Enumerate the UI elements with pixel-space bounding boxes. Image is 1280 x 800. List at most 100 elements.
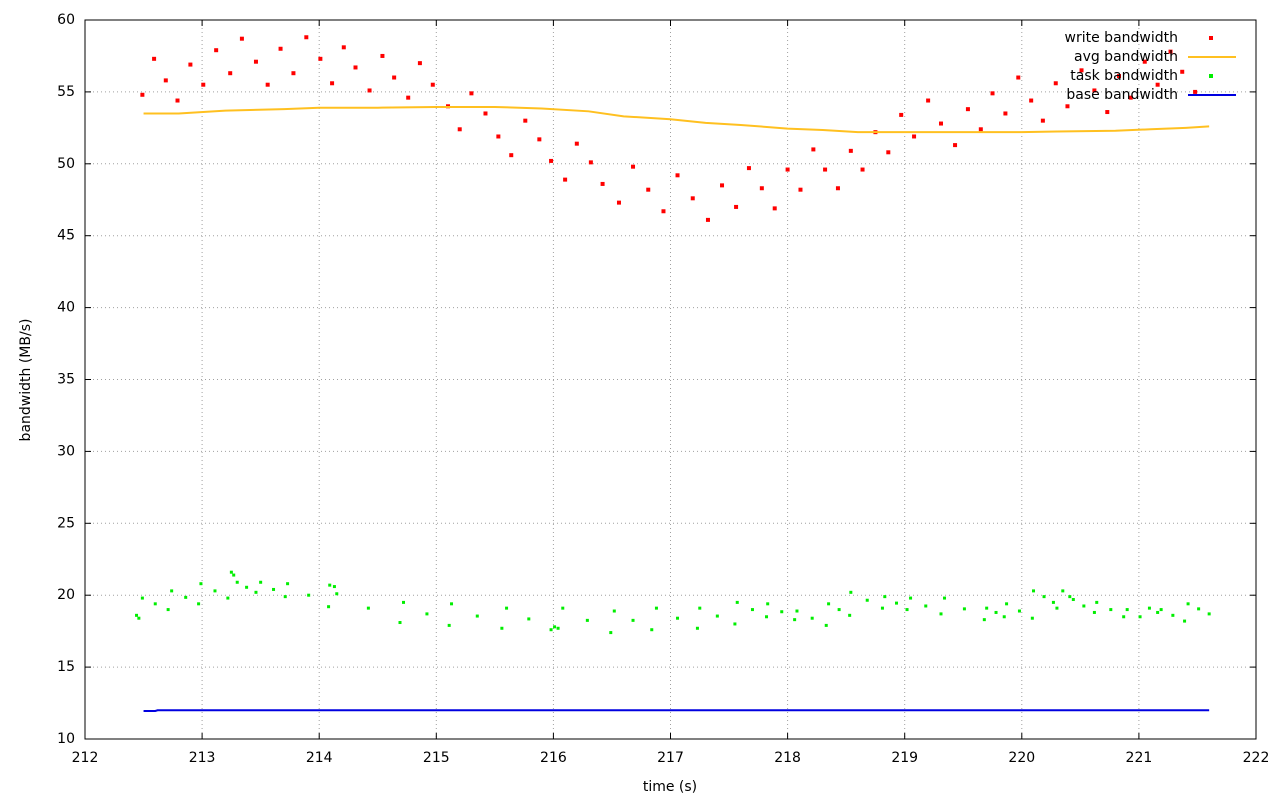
y-tick-label: 50 <box>57 156 75 172</box>
data-point <box>1092 88 1097 93</box>
data-point <box>616 200 621 205</box>
data-point <box>527 617 531 621</box>
data-point <box>553 625 557 629</box>
data-point <box>1159 608 1163 612</box>
data-point <box>733 622 737 626</box>
data-point <box>924 604 928 608</box>
data-point <box>650 628 654 632</box>
x-tick-label: 213 <box>189 750 216 766</box>
data-point <box>1016 75 1021 80</box>
data-point <box>715 614 719 618</box>
x-tick-label: 212 <box>72 750 99 766</box>
data-point <box>1156 610 1160 614</box>
data-point <box>1032 589 1036 593</box>
y-tick-label: 35 <box>57 372 75 388</box>
data-point <box>1079 68 1084 73</box>
data-point <box>197 602 201 606</box>
data-point <box>676 616 680 620</box>
y-tick-label: 20 <box>57 587 75 603</box>
data-point <box>1065 104 1070 109</box>
data-point <box>827 602 831 606</box>
data-point <box>880 606 884 610</box>
y-tick-label: 15 <box>57 659 75 675</box>
data-point <box>406 95 411 100</box>
data-point <box>265 82 270 87</box>
data-point <box>780 610 784 614</box>
data-line <box>143 106 1210 134</box>
data-point <box>1055 606 1059 610</box>
data-point <box>1071 598 1075 602</box>
data-point <box>291 71 296 76</box>
legend-label: base bandwidth <box>1066 87 1178 103</box>
data-point <box>1122 615 1126 619</box>
data-point <box>430 82 435 87</box>
data-point <box>549 158 554 163</box>
data-point <box>556 626 560 630</box>
data-point <box>286 582 290 586</box>
data-point <box>1017 609 1021 613</box>
data-point <box>750 608 754 612</box>
data-line <box>143 709 1210 712</box>
data-point <box>228 71 233 76</box>
x-tick-label: 217 <box>657 750 684 766</box>
data-point <box>245 585 249 589</box>
data-point <box>475 614 479 618</box>
data-point <box>447 623 451 627</box>
data-point <box>1128 95 1133 100</box>
data-point <box>886 150 891 155</box>
data-point <box>398 621 402 625</box>
data-point <box>1168 49 1173 54</box>
data-point <box>335 592 339 596</box>
data-point <box>899 112 904 117</box>
data-point <box>1030 616 1034 620</box>
data-point <box>135 613 139 617</box>
y-tick-label: 60 <box>57 12 75 28</box>
data-point <box>909 596 913 600</box>
data-point <box>523 118 528 123</box>
data-point <box>140 92 145 97</box>
data-point <box>734 204 739 209</box>
x-tick-label: 214 <box>306 750 333 766</box>
data-point <box>848 613 852 617</box>
data-point <box>417 61 422 66</box>
data-point <box>798 187 803 192</box>
data-point <box>1207 612 1211 616</box>
data-point <box>1138 615 1142 619</box>
data-point <box>1095 600 1099 604</box>
data-point <box>994 610 998 614</box>
data-point <box>1180 69 1185 74</box>
data-point <box>367 88 372 93</box>
data-point <box>720 183 725 188</box>
data-point <box>229 570 233 574</box>
data-point <box>235 580 239 584</box>
data-point <box>1029 98 1034 103</box>
data-point <box>985 606 989 610</box>
data-point <box>765 615 769 619</box>
data-point <box>561 606 565 610</box>
data-point <box>646 187 651 192</box>
data-point <box>1042 595 1046 599</box>
x-tick-label: 218 <box>774 750 801 766</box>
data-point <box>939 612 943 616</box>
x-tick-label: 216 <box>540 750 567 766</box>
data-point <box>184 595 188 599</box>
data-point <box>823 167 828 172</box>
data-point <box>1092 610 1096 614</box>
data-point <box>563 177 568 182</box>
data-point <box>1155 82 1160 87</box>
data-point <box>232 573 236 577</box>
data-point <box>1197 607 1201 611</box>
data-point <box>600 181 605 186</box>
x-tick-label: 219 <box>891 750 918 766</box>
data-point <box>793 618 797 622</box>
data-point <box>698 606 702 610</box>
data-point <box>483 111 488 116</box>
data-point <box>328 583 332 587</box>
data-point <box>654 606 658 610</box>
data-point <box>912 134 917 139</box>
data-point <box>166 608 170 612</box>
data-point <box>1193 89 1198 94</box>
data-point <box>214 48 219 53</box>
data-point <box>1053 81 1058 86</box>
